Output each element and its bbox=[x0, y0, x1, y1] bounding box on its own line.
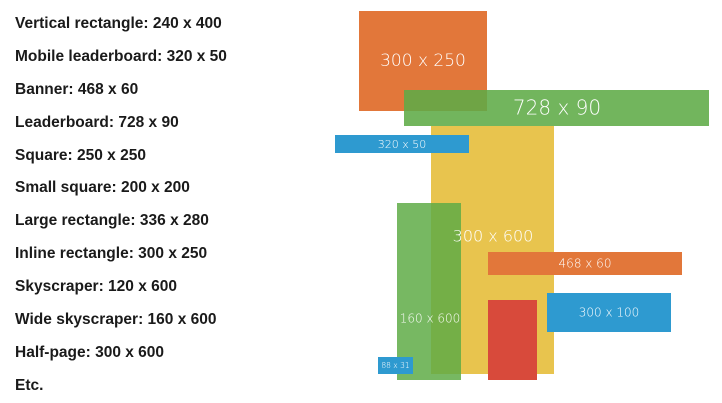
list-item: Mobile leaderboard: 320 x 50 bbox=[15, 47, 227, 65]
list-item: Large rectangle: 336 x 280 bbox=[15, 212, 209, 230]
list-item: Small square: 200 x 200 bbox=[15, 179, 190, 197]
box-banner bbox=[488, 252, 682, 275]
list-item: Skyscraper: 120 x 600 bbox=[15, 278, 178, 296]
box-label: 728 x 90 bbox=[513, 96, 601, 120]
list-item: Inline rectangle: 300 x 250 bbox=[15, 245, 208, 263]
box-label: 160 x 600 bbox=[400, 312, 461, 326]
box-small-banner bbox=[547, 293, 671, 332]
list-item: Half-page: 300 x 600 bbox=[15, 343, 165, 361]
box-label: 320 x 50 bbox=[378, 138, 427, 151]
box-wide-skyscraper bbox=[397, 203, 461, 380]
box-label: 468 x 60 bbox=[559, 257, 612, 271]
box-mobile-leaderboard bbox=[335, 135, 469, 153]
list-item: Etc. bbox=[15, 376, 44, 394]
list-item: Wide skyscraper: 160 x 600 bbox=[15, 311, 217, 329]
list-item: Banner: 468 x 60 bbox=[15, 80, 139, 98]
list-item: Vertical rectangle: 240 x 400 bbox=[15, 15, 222, 32]
box-red bbox=[488, 300, 537, 380]
box-label: 300 x 100 bbox=[579, 306, 640, 320]
size-list: Vertical rectangle: 240 x 400 Mobile lea… bbox=[15, 8, 227, 403]
box-micro-bar bbox=[378, 357, 413, 374]
list-item: Square: 250 x 250 bbox=[15, 146, 146, 164]
box-label: 300 x 250 bbox=[380, 51, 466, 71]
box-label: 300 x 600 bbox=[453, 227, 534, 246]
box-label: 88 x 31 bbox=[381, 361, 409, 370]
list-item: Leaderboard: 728 x 90 bbox=[15, 113, 179, 131]
box-leaderboard bbox=[404, 90, 709, 126]
